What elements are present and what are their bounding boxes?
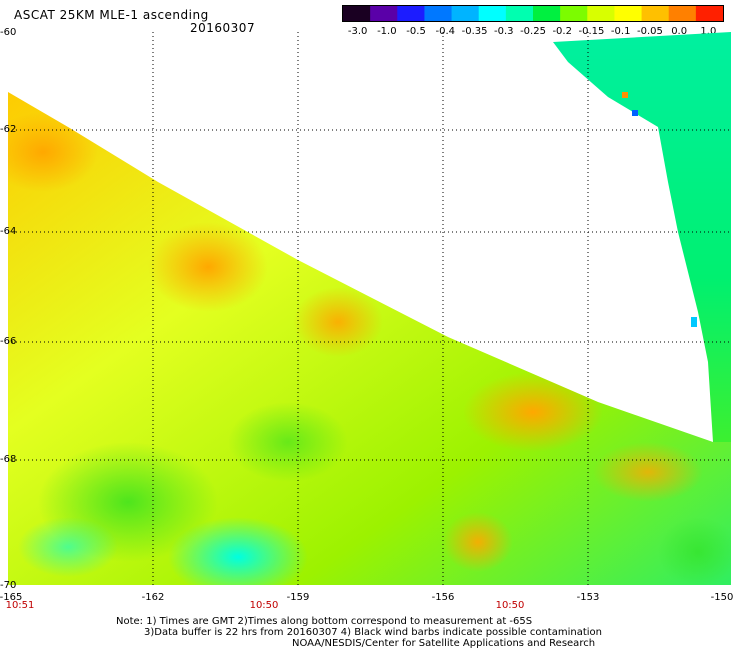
wind-cell-blue [632, 110, 638, 116]
lon-label: -162 [141, 592, 165, 603]
wind-swath-main [8, 92, 731, 585]
colorbar-swatch [695, 6, 723, 21]
colorbar-tick-label: -0.3 [494, 26, 514, 37]
lat-label: -64 [0, 226, 17, 237]
wind-cell-orange [622, 92, 628, 98]
colorbar-tick-label: -0.5 [406, 26, 426, 37]
colorbar-swatch [560, 6, 588, 21]
colorbar-swatch [505, 6, 534, 21]
colorbar-tick-label: 0.0 [671, 26, 688, 37]
lat-label: -62 [0, 124, 17, 135]
colorbar-swatch [668, 6, 697, 21]
colorbar-swatch [370, 6, 398, 21]
colorbar-tick-label: -0.15 [578, 26, 605, 37]
map-grid [8, 32, 731, 585]
colorbar-tick-label: -0.1 [610, 26, 631, 37]
colorbar-tick-label: -0.2 [552, 26, 572, 37]
lon-label: -156 [431, 592, 455, 603]
time-label: 10:50 [249, 600, 279, 611]
lat-label: -70 [0, 580, 17, 591]
colorbar-swatch [587, 6, 615, 21]
lon-label: -165 [0, 592, 23, 603]
colorbar-tick-label: -0.05 [636, 26, 663, 37]
product-date: 20160307 [190, 21, 256, 35]
colorbar-tick-label: -0.25 [520, 26, 546, 37]
colorbar-swatch [533, 6, 561, 21]
lat-label: -66 [0, 336, 17, 347]
colorbar-swatch [397, 6, 425, 21]
time-label: 10:50 [495, 600, 525, 611]
lon-label: -159 [286, 592, 310, 603]
note-line-3: NOAA/NESDIS/Center for Satellite Applica… [292, 638, 596, 649]
colorbar-tick-label: 1.0 [700, 26, 717, 37]
lat-label: -68 [0, 454, 17, 465]
product-title: ASCAT 25KM MLE-1 ascending [14, 8, 209, 22]
note-line-1: Note: 1) Times are GMT 2)Times along bot… [116, 616, 533, 627]
wind-swath-right [553, 32, 731, 442]
colorbar-swatch [424, 6, 453, 21]
map-panel [8, 32, 731, 585]
time-label: 10:51 [5, 600, 35, 611]
colorbar-tick-label: -0.4 [435, 26, 456, 37]
lat-label: -60 [0, 27, 17, 38]
colorbar-tick-label: -0.35 [461, 26, 488, 37]
wind-cell-cyan [691, 317, 697, 327]
note-line-2: 3)Data buffer is 22 hrs from 20160307 4)… [144, 627, 602, 638]
colorbar-tick-label: -3.0 [347, 26, 368, 37]
colorbar [342, 5, 724, 22]
colorbar-swatch [641, 6, 670, 21]
lon-label: -150 [710, 592, 734, 603]
colorbar-swatch [478, 6, 507, 21]
lon-label: -153 [576, 592, 600, 603]
colorbar-swatch [614, 6, 643, 21]
colorbar-swatch [343, 6, 371, 21]
colorbar-tick-label: -1.0 [377, 26, 397, 37]
colorbar-swatch [451, 6, 480, 21]
